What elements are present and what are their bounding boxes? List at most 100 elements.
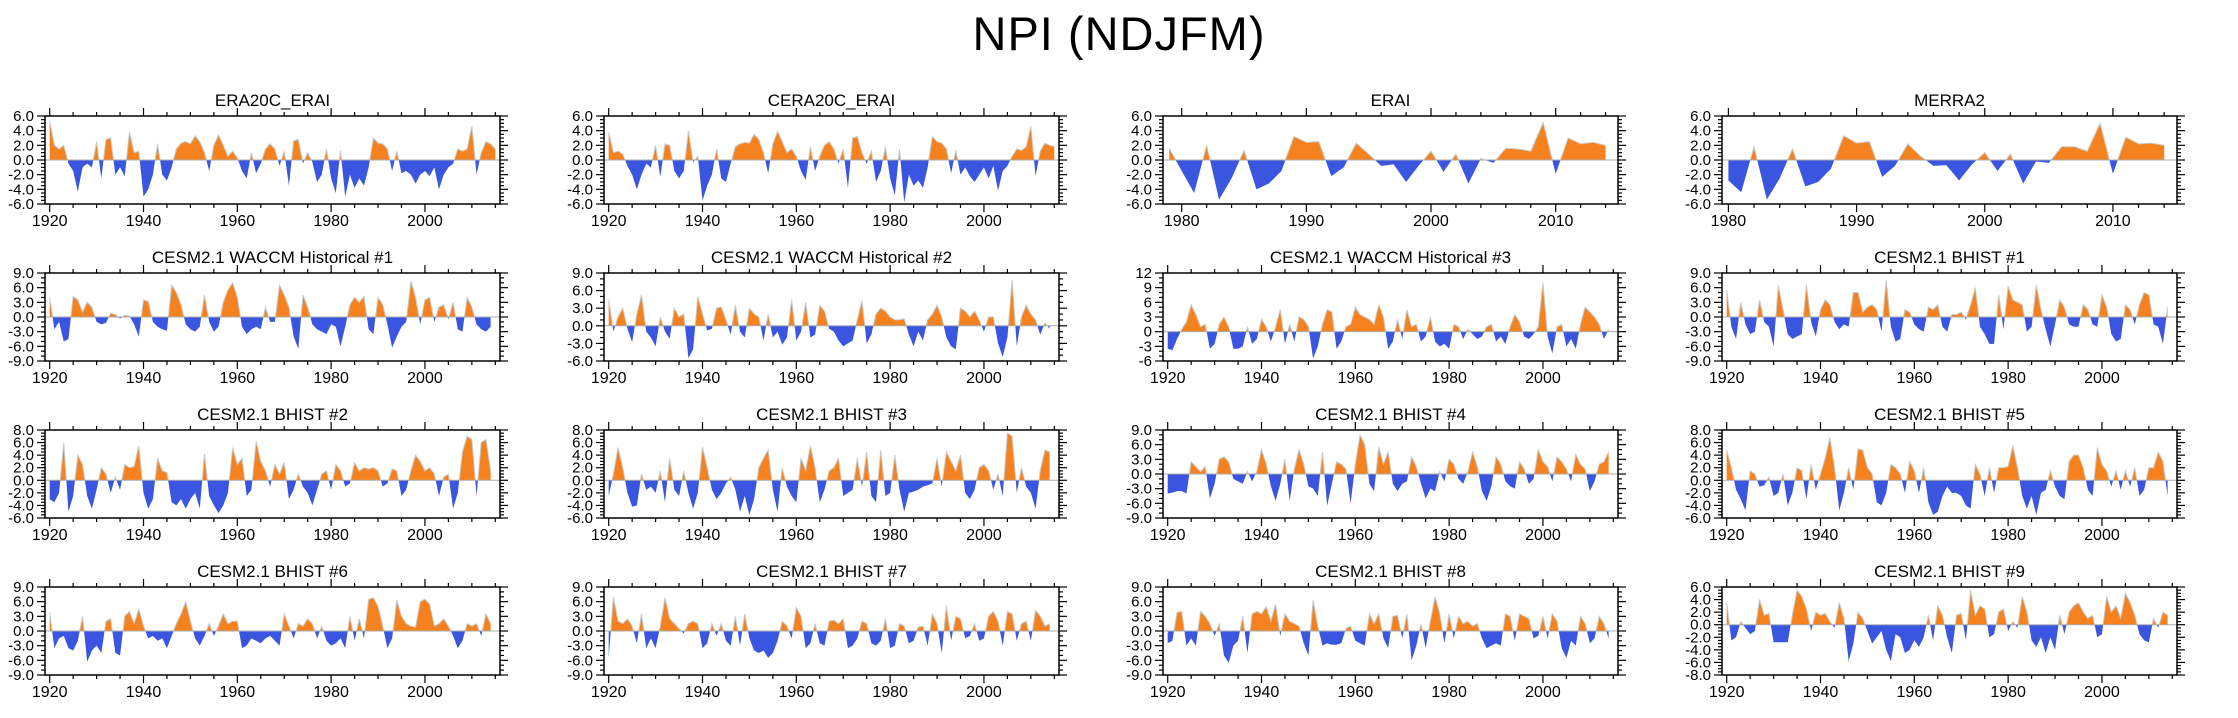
- y-tick-label: 6.0: [13, 435, 34, 452]
- x-tick-label: 1990: [1839, 213, 1875, 230]
- y-tick-label: -6.0: [1126, 495, 1152, 512]
- subplot: CESM2.1 BHIST #7 1920 1940 1960 1980 2000 -9.0…: [567, 562, 1067, 701]
- y-tick-label: 0.0: [572, 152, 593, 169]
- subplot: CESM2.1 BHIST #8 1920 1940 1960 1980 2000 -9.0…: [1126, 562, 1626, 701]
- positive-area: [608, 126, 1055, 160]
- curve-line: [49, 597, 492, 631]
- y-tick-label: -6.0: [8, 338, 34, 355]
- x-tick-label: 1960: [220, 527, 256, 544]
- y-tick-label: 4.0: [572, 123, 593, 140]
- y-tick-label: 2.0: [1690, 604, 1711, 621]
- x-tick-label: 1980: [1990, 684, 2026, 701]
- y-tick-label: -2.0: [567, 485, 593, 502]
- curve-line: [1749, 121, 2165, 160]
- x-tick-label: 1960: [1338, 370, 1374, 387]
- x-tick-label: 1940: [126, 527, 162, 544]
- negative-area: [49, 160, 496, 197]
- subplot-title: CESM2.1 BHIST #7: [756, 562, 907, 581]
- y-tick-label: -8.0: [1685, 667, 1711, 684]
- x-tick-label: 1940: [126, 370, 162, 387]
- subplot: MERRA2 1980 1990 2000 2010 -6.0-4.0-2.00.02.0…: [1685, 91, 2185, 230]
- curve-line: [608, 126, 1055, 160]
- negative-area: [1726, 480, 2168, 515]
- x-tick-label: 1980: [872, 684, 908, 701]
- subplot: CERA20C_ERAI 1920 1940 1960 1980 2000 -6.0-4.0…: [567, 91, 1067, 230]
- y-tick-label: 9.0: [13, 265, 34, 282]
- x-tick-label: 1960: [779, 213, 815, 230]
- x-tick-label: 1980: [313, 684, 349, 701]
- y-tick-label: 9.0: [1131, 422, 1152, 439]
- y-tick-label: -2.0: [1685, 167, 1711, 184]
- subplot: CESM2.1 BHIST #6 1920 1940 1960 1980 2000 -9.0…: [8, 562, 508, 701]
- x-tick-label: 1920: [1709, 684, 1745, 701]
- y-tick-label: -3.0: [1126, 481, 1152, 498]
- x-tick-label: 1980: [1431, 684, 1467, 701]
- y-tick-label: 8.0: [13, 422, 34, 439]
- subplot: ERA20C_ERAI 1920 1940 1960 1980 2000 -6.0-4.0-…: [8, 91, 508, 230]
- y-tick-label: -9.0: [1126, 667, 1152, 684]
- y-tick-label: 6: [1144, 294, 1152, 311]
- subplot: CESM2.1 WACCM Historical #3 1920 1940 1960 1…: [1135, 248, 1626, 387]
- x-tick-label: 1960: [1338, 684, 1374, 701]
- x-tick-label: 1940: [1803, 370, 1839, 387]
- x-tick-label: 1960: [779, 684, 815, 701]
- y-tick-label: -4.0: [8, 181, 34, 198]
- subplot-title: CESM2.1 BHIST #3: [756, 405, 907, 424]
- x-tick-label: 1980: [313, 213, 349, 230]
- x-tick-label: 1920: [1150, 684, 1186, 701]
- y-tick-label: -3.0: [567, 335, 593, 352]
- y-tick-label: -6.0: [8, 510, 34, 527]
- y-tick-label: 3.0: [13, 608, 34, 625]
- y-tick-label: 6.0: [1131, 437, 1152, 454]
- y-tick-label: -6.0: [567, 353, 593, 370]
- x-tick-label: 1920: [591, 527, 627, 544]
- subplot: CESM2.1 BHIST #4 1920 1940 1960 1980 2000 -9.0…: [1126, 405, 1626, 544]
- curve-line: [49, 121, 496, 160]
- y-tick-label: 6.0: [1690, 108, 1711, 125]
- positive-area: [49, 597, 491, 631]
- x-tick-label: 1960: [220, 370, 256, 387]
- subplot-title: CESM2.1 BHIST #4: [1315, 405, 1466, 424]
- y-tick-label: 3.0: [1131, 451, 1152, 468]
- y-tick-label: 0.0: [1690, 152, 1711, 169]
- x-tick-label: 1920: [591, 213, 627, 230]
- x-tick-label: 1980: [872, 527, 908, 544]
- x-tick-label: 1940: [685, 684, 721, 701]
- y-tick-label: 6.0: [572, 435, 593, 452]
- y-tick-label: -6.0: [8, 196, 34, 213]
- x-tick-label: 1980: [1990, 527, 2026, 544]
- x-tick-label: 1960: [1897, 684, 1933, 701]
- y-tick-label: -6.0: [1685, 654, 1711, 671]
- y-tick-label: 2.0: [1131, 137, 1152, 154]
- negative-area: [1167, 331, 1609, 359]
- y-tick-label: -2.0: [8, 167, 34, 184]
- y-tick-label: -9.0: [8, 667, 34, 684]
- x-tick-label: 1940: [126, 213, 162, 230]
- negative-area: [1729, 624, 2160, 662]
- subplot-title: MERRA2: [1914, 91, 1985, 110]
- x-tick-label: 1990: [1289, 213, 1325, 230]
- x-tick-label: 1960: [220, 684, 256, 701]
- x-tick-label: 2000: [2084, 370, 2120, 387]
- x-tick-label: 2000: [407, 527, 443, 544]
- y-tick-label: -4.0: [567, 181, 593, 198]
- subplot: ERAI 1980 1990 2000 2010 -6.0-4.0-2.00.02.04.…: [1126, 91, 1626, 230]
- y-tick-label: 4.0: [1690, 592, 1711, 609]
- x-tick-label: 1940: [1244, 527, 1280, 544]
- y-tick-label: 6.0: [13, 280, 34, 297]
- positive-area: [1167, 434, 1609, 474]
- x-tick-label: 1980: [872, 370, 908, 387]
- y-tick-label: -9.0: [1126, 510, 1152, 527]
- negative-area: [49, 631, 491, 662]
- y-tick-label: 0.0: [1131, 152, 1152, 169]
- subplot-title: CESM2.1 BHIST #1: [1874, 248, 2025, 267]
- y-tick-label: 0.0: [572, 472, 593, 489]
- y-tick-label: -6.0: [1126, 196, 1152, 213]
- y-tick-label: 6.0: [1131, 108, 1152, 125]
- y-tick-label: 0.0: [1131, 466, 1152, 483]
- subplot: CESM2.1 BHIST #9 1920 1940 1960 1980 2000 -8.0…: [1685, 562, 2185, 701]
- y-tick-label: -3.0: [8, 324, 34, 341]
- y-tick-label: 4.0: [13, 123, 34, 140]
- y-tick-label: 0.0: [13, 623, 34, 640]
